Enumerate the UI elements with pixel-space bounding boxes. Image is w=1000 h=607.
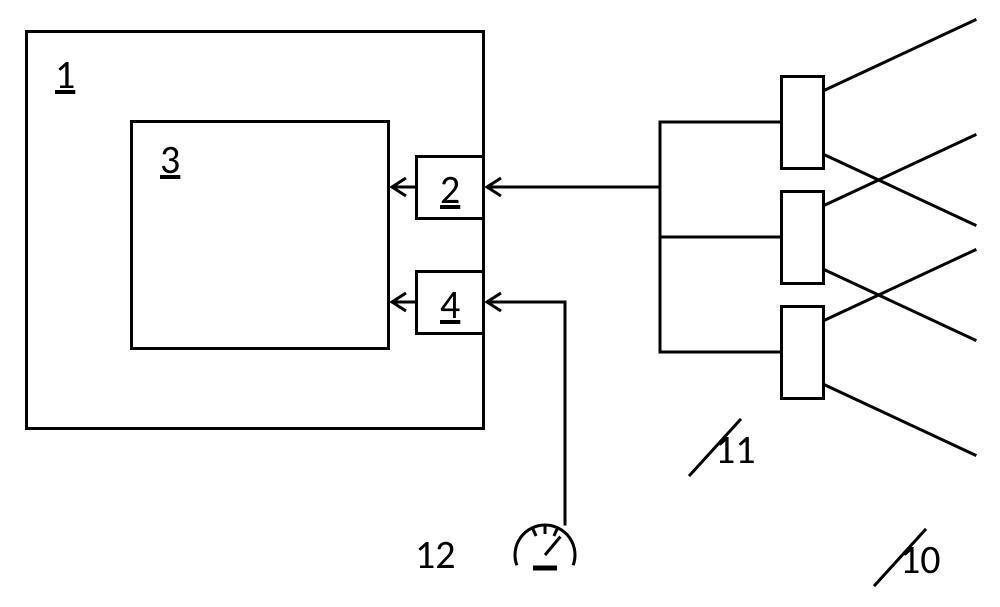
sensor-b xyxy=(780,190,825,285)
label-2: 2 xyxy=(440,165,460,214)
label-1: 1 xyxy=(55,50,75,99)
diagram-canvas: 1 3 2 4 11 12 10 xyxy=(0,0,1000,607)
label-4: 4 xyxy=(440,280,460,329)
sensor-c xyxy=(780,305,825,400)
label-12: 12 xyxy=(415,530,456,579)
label-3: 3 xyxy=(160,135,180,184)
label-10: 10 xyxy=(900,535,941,584)
label-11: 11 xyxy=(715,425,756,474)
sensor-a xyxy=(780,75,825,170)
